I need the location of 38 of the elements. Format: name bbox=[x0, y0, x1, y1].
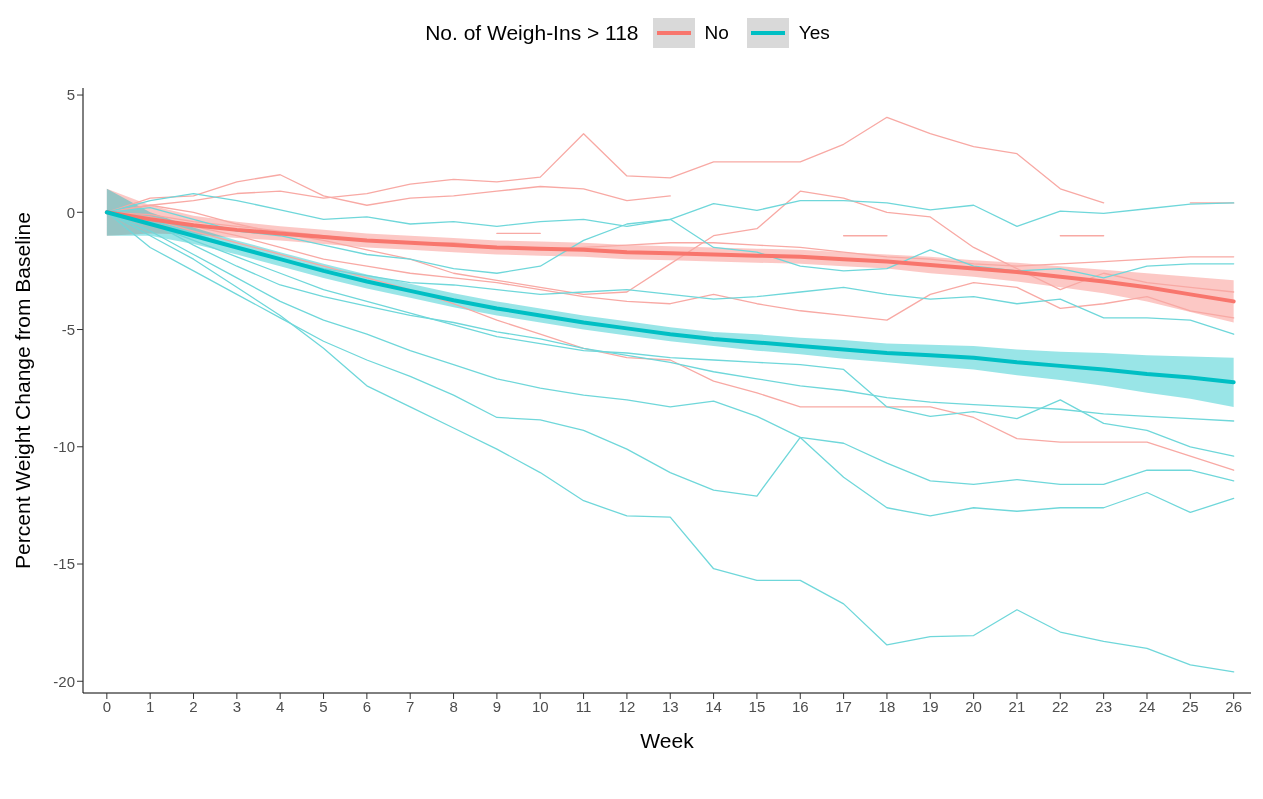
x-tick-label: 2 bbox=[189, 697, 198, 715]
x-tick-label: 10 bbox=[531, 697, 549, 715]
x-tick-label: 26 bbox=[1225, 697, 1243, 715]
x-tick-label: 14 bbox=[705, 697, 722, 715]
x-tick-label: 6 bbox=[362, 697, 372, 715]
x-tick-label: 18 bbox=[878, 697, 896, 715]
x-tick-label: 25 bbox=[1181, 697, 1199, 715]
y-tick-label: -20 bbox=[53, 672, 75, 690]
x-tick-label: 17 bbox=[835, 697, 852, 715]
y-tick-label: -10 bbox=[53, 438, 75, 456]
x-tick-label: 23 bbox=[1095, 697, 1112, 715]
legend-label: No bbox=[704, 22, 729, 44]
x-tick-label: 16 bbox=[791, 697, 809, 715]
x-tick-label: 15 bbox=[748, 697, 766, 715]
x-tick-label: 0 bbox=[102, 697, 112, 715]
x-tick-label: 4 bbox=[276, 697, 285, 715]
x-tick-label: 8 bbox=[449, 697, 458, 715]
y-tick-label: -15 bbox=[53, 555, 75, 573]
x-tick-label: 24 bbox=[1138, 697, 1156, 715]
x-tick-label: 22 bbox=[1051, 697, 1069, 715]
x-axis-title: Week bbox=[640, 729, 695, 752]
x-tick-label: 12 bbox=[618, 697, 636, 715]
x-tick-label: 7 bbox=[406, 697, 415, 715]
y-axis-title: Percent Weight Change from Baseline bbox=[11, 212, 35, 569]
legend-title: No. of Weigh-Ins > 118 bbox=[425, 21, 639, 45]
x-tick-label: 19 bbox=[921, 697, 939, 715]
legend-label: Yes bbox=[798, 22, 830, 44]
x-tick-label: 9 bbox=[492, 697, 502, 715]
y-tick-label: -5 bbox=[61, 320, 75, 338]
x-tick-label: 13 bbox=[661, 697, 679, 715]
y-tick-label: 0 bbox=[66, 203, 75, 221]
x-tick-label: 3 bbox=[232, 697, 242, 715]
y-tick-label: 5 bbox=[66, 86, 75, 104]
x-tick-label: 11 bbox=[575, 697, 592, 715]
x-tick-label: 20 bbox=[965, 697, 982, 715]
x-tick-label: 5 bbox=[319, 697, 328, 715]
x-tick-label: 21 bbox=[1008, 697, 1026, 715]
x-tick-label: 1 bbox=[146, 697, 155, 715]
